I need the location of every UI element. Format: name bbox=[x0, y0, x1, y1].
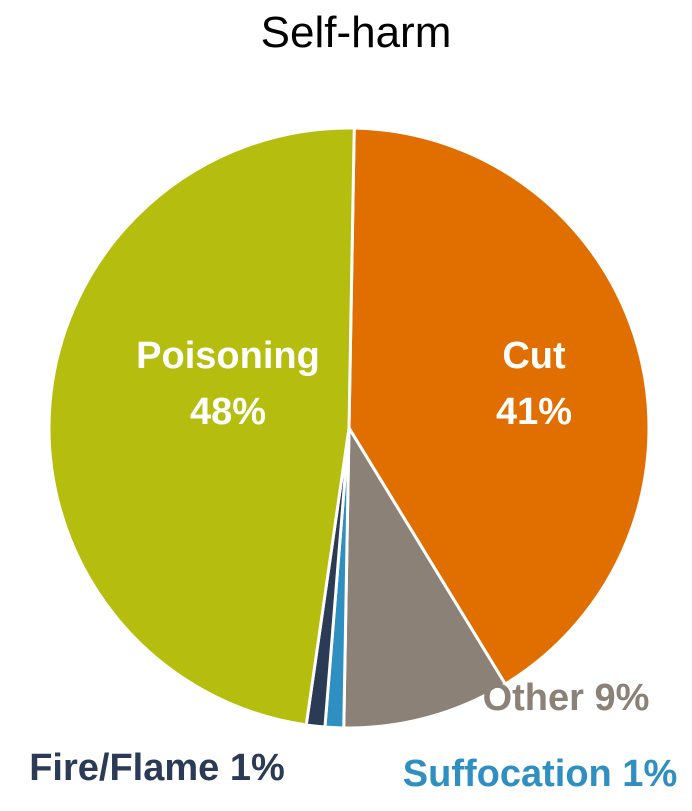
slice-outer-label: Fire/Flame 1% bbox=[29, 747, 285, 789]
slice-name-label: Cut bbox=[502, 335, 566, 377]
pie-slice-poisoning bbox=[47, 126, 356, 727]
slice-value-label: 41% bbox=[496, 391, 572, 433]
slice-outer-label: Suffocation 1% bbox=[403, 753, 677, 795]
slice-name-label: Poisoning bbox=[136, 335, 320, 377]
slice-value-label: 48% bbox=[190, 391, 266, 433]
pie-slice-cut bbox=[347, 126, 651, 687]
slice-outer-label: Other 9% bbox=[483, 677, 650, 719]
pie-slice-other bbox=[342, 422, 508, 730]
chart-title: Self-harm bbox=[261, 8, 452, 57]
pie-slices bbox=[47, 126, 651, 730]
pie-labels: Cut 41% Other 9% Suffocation 1% Fire/Flame 1… bbox=[29, 335, 677, 795]
